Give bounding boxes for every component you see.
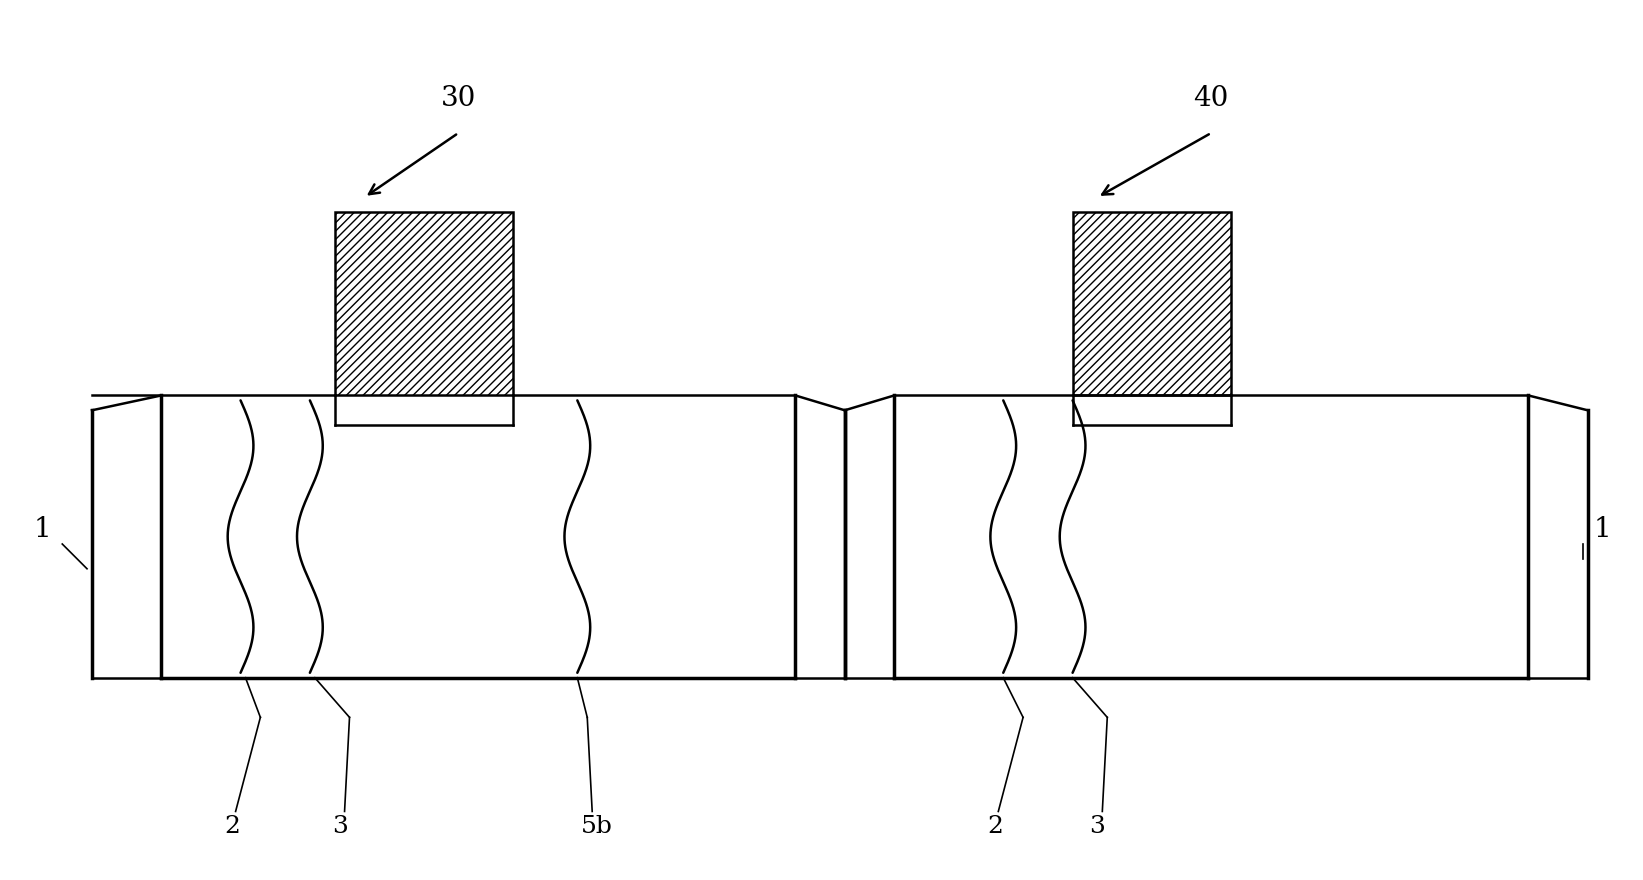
Text: 2: 2 bbox=[987, 815, 1004, 838]
Text: 3: 3 bbox=[332, 815, 348, 838]
Text: 1: 1 bbox=[1594, 516, 1612, 543]
Text: 40: 40 bbox=[1193, 84, 1229, 112]
Text: 5b: 5b bbox=[582, 815, 613, 838]
Text: 1: 1 bbox=[33, 516, 51, 543]
Text: 3: 3 bbox=[1089, 815, 1106, 838]
Text: 2: 2 bbox=[225, 815, 240, 838]
Bar bbox=[335, 212, 513, 395]
Bar bbox=[1073, 212, 1231, 395]
Text: 30: 30 bbox=[440, 84, 476, 112]
